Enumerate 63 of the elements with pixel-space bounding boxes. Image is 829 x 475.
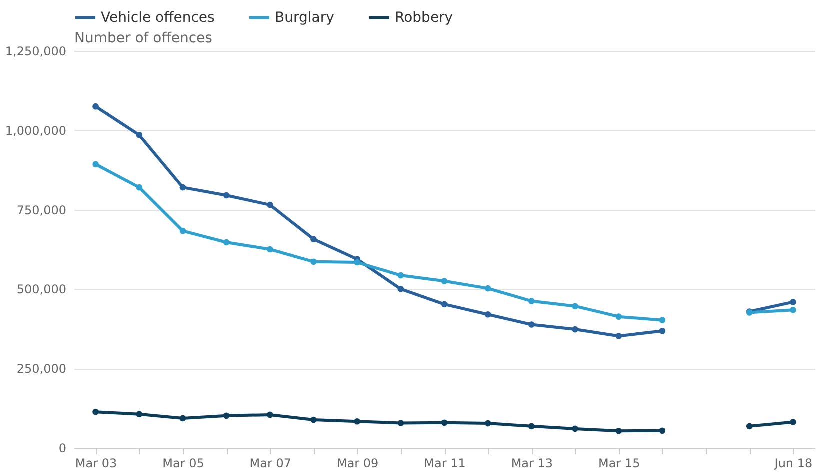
point (616, 314, 622, 320)
x-tick-label: Jun 18 (774, 456, 813, 470)
point (398, 420, 404, 426)
point (136, 184, 143, 191)
point (310, 236, 317, 242)
x-tick-label: Mar 09 (336, 456, 379, 470)
y-tick-label: 1,250,000 (5, 44, 66, 58)
point (528, 322, 535, 328)
x-tick-label: Mar 05 (162, 456, 204, 470)
point (223, 192, 230, 199)
point (746, 423, 753, 430)
y-tick-label: 0 (58, 442, 66, 456)
point (790, 419, 796, 426)
x-tick-label: Mar 15 (598, 456, 640, 470)
point (92, 408, 99, 416)
point (180, 415, 186, 422)
point (92, 103, 99, 110)
point (441, 420, 448, 426)
y-tick-label: 500,000 (16, 282, 66, 297)
legend-label: Vehicle offences (101, 10, 215, 26)
point (572, 426, 578, 432)
point (528, 423, 535, 430)
point (659, 428, 666, 434)
point (790, 307, 796, 314)
point (266, 412, 274, 418)
x-tick-label: Mar 07 (250, 456, 292, 470)
point (398, 272, 404, 279)
point (354, 418, 360, 425)
y-tick-label: 750,000 (16, 203, 66, 218)
y-tick-label: 250,000 (16, 362, 66, 376)
point (398, 286, 404, 292)
point (180, 184, 186, 191)
point (354, 259, 360, 266)
point (484, 311, 492, 318)
point (441, 278, 448, 284)
point (266, 202, 274, 208)
point (659, 317, 666, 324)
x-tick-label: Mar 13 (511, 456, 554, 470)
point (266, 246, 274, 253)
x-tick-label: Mar 03 (75, 456, 118, 470)
point (616, 428, 622, 434)
point (180, 228, 186, 234)
y-tick-label: 1,000,000 (5, 124, 66, 138)
x-tick-label: Mar 11 (424, 456, 466, 470)
legend-label: Robbery (395, 10, 454, 26)
point (572, 326, 578, 333)
point (223, 412, 230, 420)
y-axis-title: Number of offences (74, 30, 212, 46)
point (484, 420, 492, 427)
point (484, 285, 492, 292)
point (659, 328, 666, 334)
point (441, 301, 448, 308)
point (136, 411, 143, 418)
point (310, 416, 317, 424)
point (572, 303, 578, 310)
point (223, 239, 230, 246)
point (136, 132, 143, 138)
point (616, 333, 622, 340)
point (528, 298, 535, 304)
point (310, 258, 317, 266)
point (92, 161, 99, 168)
legend-label: Burglary (275, 10, 334, 26)
point (790, 299, 796, 306)
